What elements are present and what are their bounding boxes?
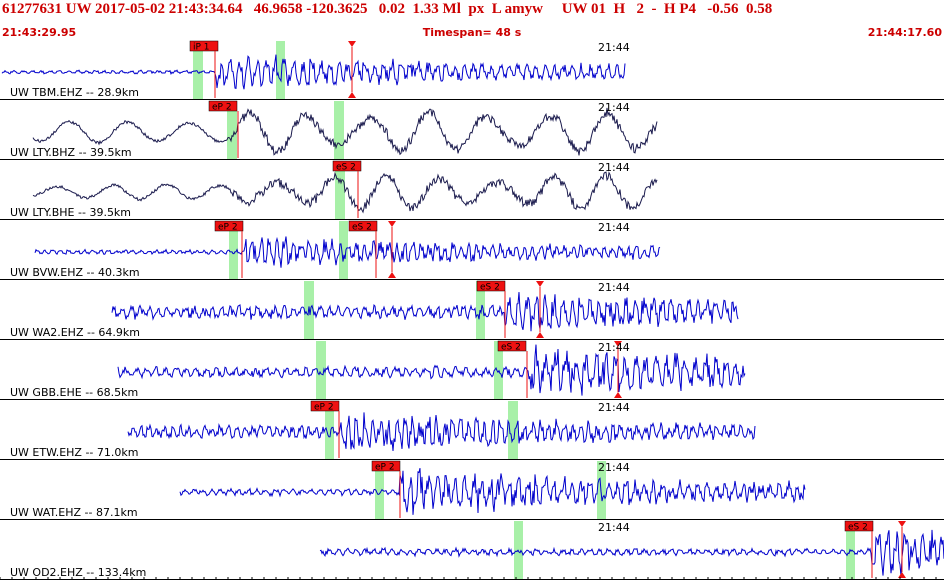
event-summary-line: 61277631 UW 2017-05-02 21:43:34.64 46.96… — [2, 1, 773, 17]
p-pick-flag[interactable] — [310, 400, 340, 412]
arrival-marker-top — [898, 521, 906, 527]
window-band — [335, 161, 345, 219]
minute-mark-label: 21:44 — [598, 101, 630, 114]
p-pick-label: eP 2 — [314, 403, 334, 413]
window-band — [339, 221, 348, 279]
event-header: 61277631 UW 2017-05-02 21:43:34.64 46.96… — [0, 0, 944, 40]
p-pick-label: iP 1 — [193, 43, 210, 53]
window-band — [494, 341, 503, 399]
waveform-trace[interactable] — [111, 292, 739, 332]
p-pick-label: eP 2 — [218, 223, 238, 233]
waveform-trace[interactable] — [117, 344, 746, 396]
s-pick-label: eS 2 — [480, 283, 500, 293]
trace-station-label: UW LTY.BHZ -- 39.5km — [10, 146, 132, 159]
arrival-marker-top — [614, 341, 622, 347]
window-band — [597, 461, 606, 519]
minute-mark-label: 21:44 — [598, 401, 630, 414]
trace-station-label: UW OD2.EHZ -- 133.4km — [10, 566, 146, 579]
window-band — [334, 101, 344, 159]
trace-station-label: UW TBM.EHZ -- 28.9km — [10, 86, 139, 99]
s-pick-flag[interactable] — [476, 280, 506, 292]
minute-mark-label: 21:44 — [598, 521, 630, 534]
minute-mark-label: 21:44 — [598, 341, 630, 354]
trace-station-label: UW GBB.EHE -- 68.5km — [10, 386, 138, 399]
p-pick-flag[interactable] — [189, 40, 219, 52]
window-band — [276, 41, 285, 99]
trace-station-label: UW ETW.EHZ -- 71.0km — [10, 446, 138, 459]
minute-mark-label: 21:44 — [598, 221, 630, 234]
arrival-marker-bottom — [614, 392, 622, 398]
p-pick-flag[interactable] — [214, 220, 244, 232]
s-pick-flag[interactable] — [332, 160, 362, 172]
p-pick-flag[interactable] — [208, 100, 238, 112]
waveform-trace[interactable] — [1, 54, 626, 90]
arrival-marker-bottom — [388, 272, 396, 278]
trace-station-label: UW WA2.EHZ -- 64.9km — [10, 326, 140, 339]
seismogram-panel[interactable]: iP 1 21:44 UW TBM.EHZ -- 28.9km eP 2 21:44 UW… — [0, 40, 944, 580]
waveform-trace[interactable] — [32, 107, 658, 156]
s-pick-label: eS 2 — [501, 343, 521, 353]
window-band — [227, 101, 237, 159]
trace-station-label: UW LTY.BHE -- 39.5km — [10, 206, 131, 219]
trace-station-label: UW WAT.EHZ -- 87.1km — [10, 506, 138, 519]
timespan-label: Timespan= 48 s — [422, 26, 522, 39]
p-pick-label: eP 2 — [212, 103, 232, 113]
minute-mark-label: 21:44 — [598, 41, 630, 54]
waveform-trace[interactable] — [34, 236, 661, 268]
s-pick-flag[interactable] — [844, 520, 874, 532]
s-pick-label: eS 2 — [336, 163, 356, 173]
window-band — [325, 401, 334, 459]
arrival-marker-top — [536, 281, 544, 287]
window-band — [375, 461, 384, 519]
end-time-label: 21:44:17.60 — [867, 26, 942, 39]
window-band — [508, 401, 518, 459]
trace-station-label: UW BVW.EHZ -- 40.3km — [10, 266, 140, 279]
arrival-marker-bottom — [898, 572, 906, 578]
start-time-label: 21:43:29.95 — [2, 26, 77, 39]
minute-mark-label: 21:44 — [598, 161, 630, 174]
window-band — [229, 221, 238, 279]
window-band — [316, 341, 326, 399]
p-pick-flag[interactable] — [371, 460, 401, 472]
arrival-marker-bottom — [348, 92, 356, 98]
waveform-trace[interactable] — [179, 467, 806, 515]
arrival-marker-top — [348, 41, 356, 47]
minute-mark-label: 21:44 — [598, 461, 630, 474]
s-pick-flag[interactable] — [497, 340, 527, 352]
arrival-marker-top — [388, 221, 396, 227]
s-pick-label: eS 2 — [848, 523, 868, 533]
p-pick-label: eP 2 — [375, 463, 395, 473]
minute-mark-label: 21:44 — [598, 281, 630, 294]
s-pick-flag[interactable] — [348, 220, 378, 232]
window-band — [193, 41, 203, 99]
arrival-marker-bottom — [536, 332, 544, 338]
window-band — [514, 521, 523, 579]
waveform-trace[interactable] — [32, 171, 658, 214]
waveform-trace[interactable] — [319, 529, 944, 578]
waveform-trace[interactable] — [127, 412, 756, 452]
s-pick-label: eS 2 — [352, 223, 372, 233]
